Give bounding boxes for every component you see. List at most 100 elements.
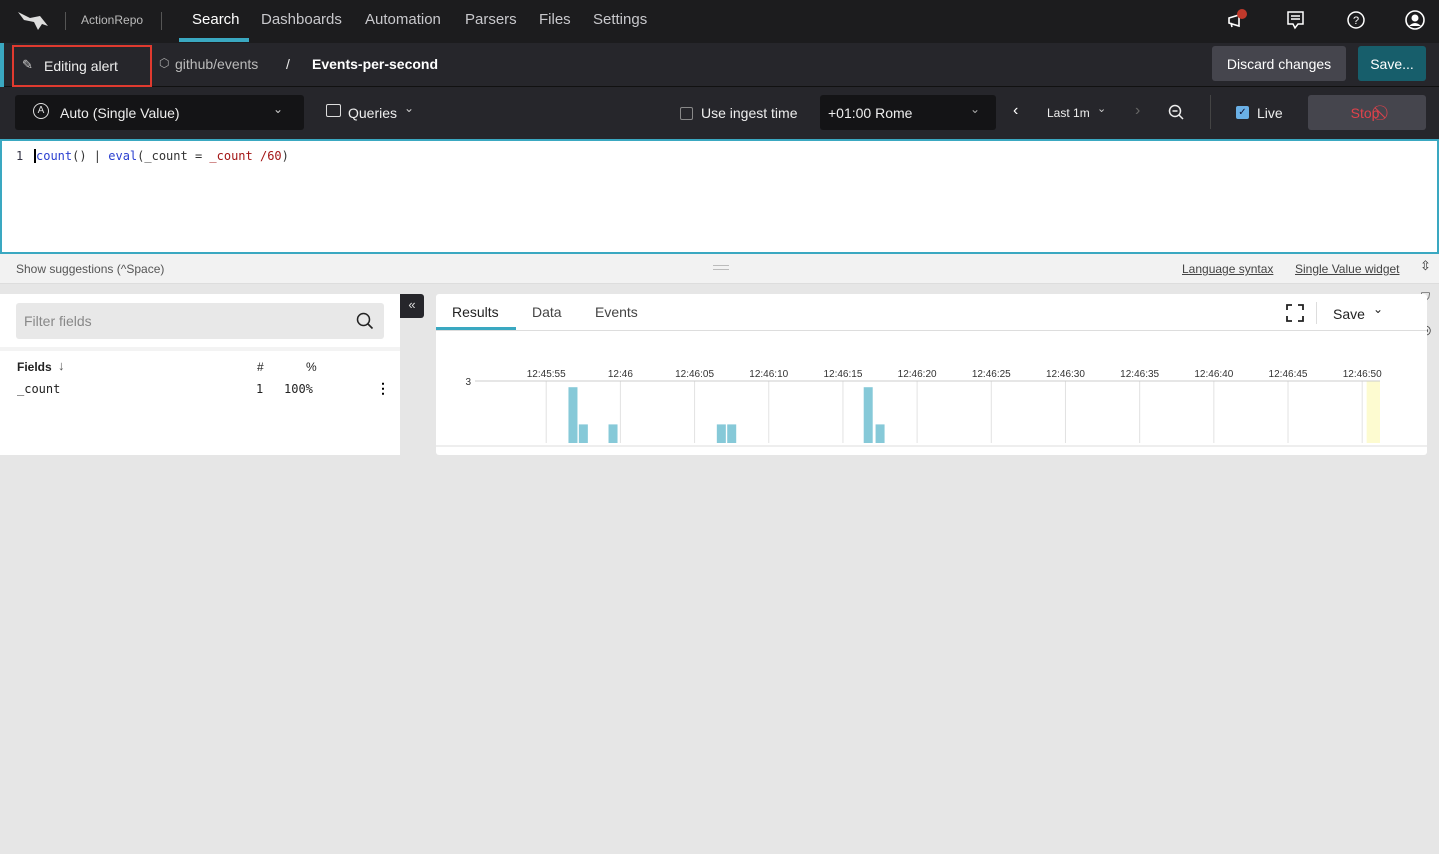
live-checkbox[interactable]: ✓ [1236, 106, 1249, 119]
nav-files[interactable]: Files [539, 11, 571, 28]
save-widget-dropdown[interactable]: Save [1333, 306, 1365, 322]
zoom-out-icon[interactable] [1168, 104, 1186, 122]
chevron-down-icon: ⌄ [970, 102, 981, 116]
falcon-logo-icon[interactable] [16, 10, 50, 32]
query-editor[interactable]: 1 count() | eval(_count = _count /60) [0, 139, 1439, 254]
live-edge-highlight [1366, 381, 1380, 443]
show-suggestions-hint[interactable]: Show suggestions (^Space) [16, 262, 165, 276]
bar [608, 424, 618, 443]
count-header: # [257, 360, 264, 374]
help-icon[interactable]: ? [1346, 10, 1366, 30]
nav-parsers[interactable]: Parsers [465, 11, 517, 28]
bar [568, 387, 578, 443]
suggestions-bar: Show suggestions (^Space) Language synta… [0, 254, 1439, 284]
resize-handle[interactable] [713, 265, 729, 270]
bar [727, 424, 737, 443]
x-tick-label: 12:45:55 [527, 369, 566, 380]
bar [578, 424, 588, 443]
query-code-line[interactable]: count() | eval(_count = _count /60) [34, 149, 289, 163]
queries-button[interactable]: Queries [348, 105, 398, 121]
stop-label: Stop [1350, 104, 1380, 121]
timezone-dropdown[interactable]: +01:00 Rome ⌄ [820, 95, 996, 130]
editing-alert-highlight: ✎ Editing alert [12, 45, 152, 87]
fields-header[interactable]: Fields [17, 360, 52, 374]
widget-type-dropdown[interactable]: A Auto (Single Value) ⌄ [15, 95, 304, 130]
collapse-panel-button[interactable]: « [400, 294, 424, 318]
x-tick-label: 12:46:50 [1343, 369, 1382, 380]
top-navigation: ActionRepo Search Dashboards Automation … [0, 0, 1439, 43]
filter-fields-input[interactable]: Filter fields [16, 303, 384, 339]
widget-type-value: Auto (Single Value) [60, 105, 180, 121]
tab-data[interactable]: Data [532, 304, 562, 320]
accent-stripe [0, 43, 4, 87]
sort-arrow-icon[interactable]: ↓ [58, 358, 65, 373]
code-token: count [36, 149, 73, 163]
user-icon[interactable] [1404, 9, 1426, 31]
timezone-value: +01:00 Rome [828, 105, 913, 121]
y-tick-label: 3 [465, 377, 471, 388]
bar [875, 424, 885, 443]
line-number: 1 [16, 149, 24, 163]
nav-dashboards[interactable]: Dashboards [261, 11, 342, 28]
chevron-down-icon: ⌄ [1373, 302, 1384, 316]
results-panel: Results Data Events Save ⌄ [436, 294, 1427, 455]
filter-placeholder: Filter fields [24, 313, 92, 329]
chevron-down-icon: ⌄ [1097, 103, 1107, 115]
alert-name: Events-per-second [312, 56, 439, 72]
x-tick-label: 12:46:05 [675, 369, 714, 380]
ingest-time-checkbox[interactable] [680, 107, 693, 120]
feedback-icon[interactable] [1286, 10, 1306, 32]
code-token: eval [108, 149, 138, 163]
x-tick-label: 12:46:10 [749, 369, 788, 380]
nav-search[interactable]: Search [192, 11, 240, 28]
more-options-icon[interactable]: ⋮ [376, 380, 390, 396]
breadcrumb-separator: / [286, 56, 290, 72]
fullscreen-icon[interactable] [1286, 304, 1304, 322]
bar [863, 387, 873, 443]
percent-header: % [306, 360, 317, 374]
x-tick-label: 12:46:45 [1269, 369, 1308, 380]
field-name[interactable]: _count [17, 382, 61, 396]
time-range-dropdown[interactable]: Last 1m [1047, 106, 1090, 120]
live-label: Live [1257, 105, 1283, 121]
alert-header: ✎ Editing alert ⬡ github/events / Events… [0, 43, 1439, 87]
field-count: 1 [256, 382, 264, 396]
next-time-button[interactable]: › [1135, 102, 1141, 119]
collapse-vertical-icon[interactable]: ⇳ [1420, 258, 1431, 273]
x-tick-label: 12:46:15 [823, 369, 862, 380]
query-toolbar: A Auto (Single Value) ⌄ Queries ⌄ Use in… [0, 87, 1439, 139]
active-tab-indicator [436, 327, 516, 330]
divider [436, 330, 1427, 331]
divider [0, 347, 400, 351]
timeline-chart[interactable]: 12:45:55 12:46 12:46:05 12:46:10 12:46:15 12:… [436, 360, 1427, 455]
language-syntax-link[interactable]: Language syntax [1182, 262, 1274, 276]
editing-alert-label: Editing alert [44, 58, 118, 74]
repository-link[interactable]: github/events [175, 56, 259, 72]
queries-folder-icon [326, 104, 341, 117]
nav-settings[interactable]: Settings [593, 11, 648, 28]
megaphone-icon[interactable] [1226, 8, 1250, 32]
tab-events[interactable]: Events [595, 304, 638, 320]
pencil-icon: ✎ [22, 57, 33, 72]
search-icon[interactable] [356, 312, 374, 330]
chevron-down-icon: ⌄ [404, 101, 415, 115]
x-tick-label: 12:46 [608, 369, 633, 380]
x-tick-label: 12:46:35 [1120, 369, 1159, 380]
tab-results[interactable]: Results [452, 304, 499, 320]
nav-automation[interactable]: Automation [365, 11, 441, 28]
discard-changes-button[interactable]: Discard changes [1212, 46, 1346, 81]
save-button[interactable]: Save... [1358, 46, 1426, 81]
repository-icon: ⬡ [159, 56, 170, 70]
x-tick-label: 12:46:30 [1046, 369, 1085, 380]
x-tick-label: 12:46:20 [898, 369, 937, 380]
field-percent: 100% [284, 382, 313, 396]
stop-button[interactable]: Stop ⃠ [1308, 95, 1426, 130]
repo-name[interactable]: ActionRepo [81, 13, 144, 27]
code-token: _count /60 [209, 149, 282, 163]
bar [716, 424, 726, 443]
fields-panel: Filter fields Fields ↓ # % _count 1 100%… [0, 294, 400, 455]
previous-time-button[interactable]: ‹ [1013, 102, 1019, 119]
x-tick-label: 12:46:40 [1194, 369, 1233, 380]
widget-docs-link[interactable]: Single Value widget [1295, 262, 1400, 276]
auto-icon: A [33, 103, 49, 119]
